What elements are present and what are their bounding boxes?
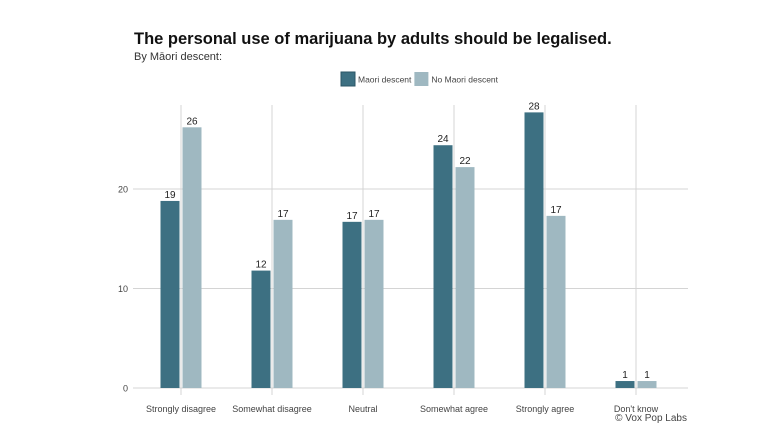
data-label: 1 (644, 370, 650, 381)
y-tick-label: 0 (123, 384, 128, 394)
data-label: 24 (437, 134, 449, 145)
credit: © Vox Pop Labs (615, 413, 687, 424)
bar-maori (251, 270, 271, 388)
data-label: 19 (164, 190, 176, 201)
data-label: 17 (368, 209, 380, 220)
bar-maori (342, 221, 362, 388)
x-tick-label: Don't know (614, 404, 659, 414)
data-label: 17 (550, 205, 562, 216)
data-label: 12 (255, 260, 267, 271)
data-label: 17 (277, 209, 289, 220)
bar-no-maori (546, 215, 566, 388)
data-label: 26 (186, 116, 198, 127)
legend-swatch (340, 71, 356, 87)
bar-no-maori (182, 127, 202, 388)
bar-maori (160, 200, 180, 388)
x-tick-label: Strongly agree (516, 404, 575, 414)
legend-label: Maori descent (358, 75, 412, 85)
bar-no-maori (273, 219, 293, 388)
y-tick-label: 10 (118, 284, 128, 294)
data-label: 17 (346, 211, 358, 222)
x-tick-label: Strongly disagree (146, 404, 216, 414)
legend-label: No Maori descent (431, 75, 498, 85)
x-tick-label: Somewhat agree (420, 404, 488, 414)
x-tick-label: Somewhat disagree (232, 404, 312, 414)
data-label: 28 (528, 101, 540, 112)
bar-maori (615, 381, 635, 388)
y-tick-label: 20 (118, 185, 128, 195)
data-label: 22 (459, 156, 471, 167)
legend-swatch (414, 72, 429, 86)
x-tick-label: Neutral (348, 404, 377, 414)
bar-maori (524, 112, 544, 388)
chart-title: The personal use of marijuana by adults … (134, 30, 612, 48)
data-label: 1 (622, 370, 628, 381)
bar-maori (433, 145, 453, 388)
bar-no-maori (455, 167, 475, 388)
chart-subtitle: By Māori descent: (134, 51, 223, 63)
bar-no-maori (364, 219, 384, 388)
bar-no-maori (637, 381, 657, 388)
